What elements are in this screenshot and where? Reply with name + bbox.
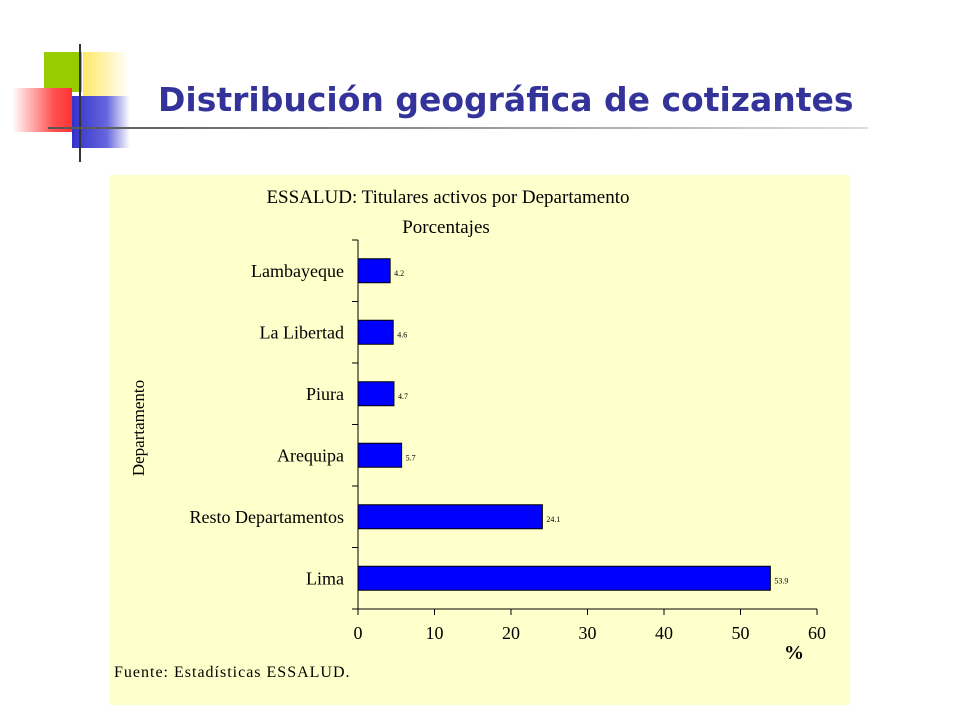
- bar-arequipa: [357, 442, 403, 468]
- chart-source: Fuente: Estadísticas ESSALUD.: [114, 664, 351, 681]
- category-label: Piura: [306, 384, 344, 404]
- bar-piura: [357, 381, 395, 407]
- category-label: Lima: [306, 568, 344, 588]
- data-label: 4.7: [398, 392, 408, 401]
- chart-title: ESSALUD: Titulares activos por Departame…: [266, 187, 629, 208]
- data-label: 24.1: [546, 515, 560, 524]
- decor-square-green: [44, 52, 82, 92]
- data-label: 4.2: [394, 269, 404, 278]
- x-tick-label: 20: [502, 623, 520, 643]
- bar-chart: ESSALUD: Titulares activos por Departame…: [114, 187, 826, 681]
- plot-area: 0 10 20 30 40 50 60 Lambayeque 4.2 La Libertad 4.6…: [190, 239, 826, 643]
- bar-lima: [357, 565, 771, 591]
- bar-lambayeque: [357, 258, 391, 284]
- bar-la-libertad: [357, 319, 394, 345]
- data-label: 4.6: [397, 330, 407, 339]
- title-underline: [48, 127, 868, 129]
- chart-panel: ESSALUD: Titulares activos por Departame…: [110, 175, 850, 705]
- data-label: 53.9: [774, 576, 788, 585]
- bar-resto-departamentos: [357, 504, 543, 530]
- category-label: Lambayeque: [251, 261, 344, 281]
- x-tick-label: 10: [426, 623, 444, 643]
- category-label: Arequipa: [277, 445, 344, 465]
- decor-square-yellow: [83, 52, 129, 96]
- data-label: 5.7: [406, 453, 416, 462]
- x-tick-label: 60: [808, 623, 826, 643]
- x-axis-label: %: [784, 642, 804, 664]
- decor-square-blue: [72, 96, 130, 148]
- slide-title: Distribución geográfica de cotizantes: [158, 80, 854, 119]
- chart-subtitle: Porcentajes: [402, 217, 490, 238]
- x-tick-label: 50: [732, 623, 750, 643]
- x-tick-label: 0: [354, 623, 363, 643]
- category-label: Resto Departamentos: [190, 507, 344, 527]
- x-tick-label: 30: [579, 623, 597, 643]
- decor-square-red: [12, 88, 72, 132]
- decor-vertical-line: [79, 44, 81, 162]
- x-tick-label: 40: [655, 623, 673, 643]
- category-label: La Libertad: [260, 322, 344, 342]
- y-axis-label: Departamento: [129, 380, 148, 476]
